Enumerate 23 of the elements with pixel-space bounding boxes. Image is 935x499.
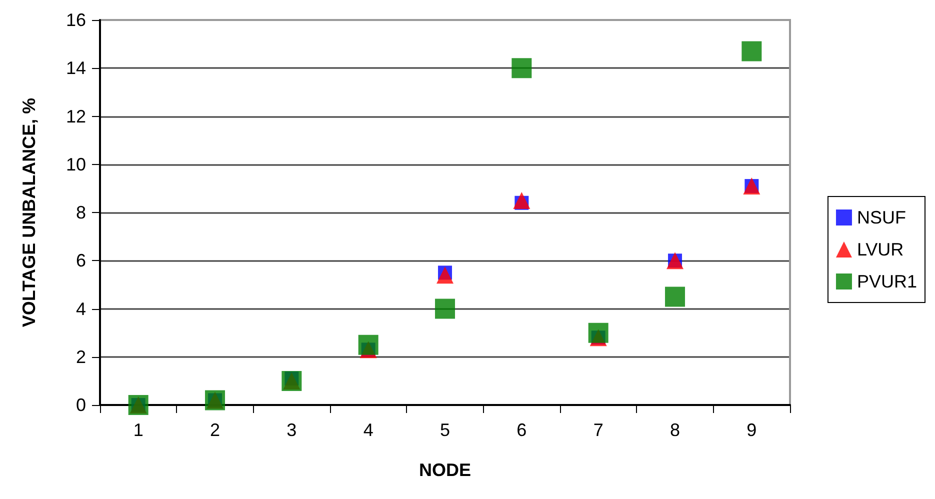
x-tick-label: 7 (593, 420, 604, 440)
y-tick-label: 6 (76, 250, 86, 271)
y-tick-label: 4 (76, 298, 86, 319)
y-tick-label: 12 (66, 106, 86, 126)
x-tick-label: 3 (286, 420, 297, 440)
legend-label: NSUF (856, 208, 906, 228)
y-tick-label: 2 (76, 346, 86, 367)
y-tick-label: 8 (76, 202, 86, 222)
legend-label: LVUR (856, 240, 904, 260)
y-tick-label: 10 (66, 154, 86, 174)
x-tick-label: 9 (746, 420, 757, 440)
legend-label: PVUR1 (856, 272, 918, 292)
x-tick-label: 8 (670, 420, 680, 440)
x-tick-label: 6 (516, 420, 527, 440)
y-tick-label: 0 (76, 395, 86, 415)
x-tick-label: 5 (440, 420, 450, 440)
x-tick-label: 1 (133, 420, 144, 440)
x-tick-label: 4 (363, 420, 374, 440)
y-tick-label: 16 (66, 10, 86, 30)
x-tick-label: 2 (210, 420, 220, 440)
y-tick-label: 14 (66, 58, 86, 78)
y-axis-title: VOLTAGE UNBALANCE, % (19, 98, 39, 328)
x-axis-title: NODE (418, 460, 472, 480)
